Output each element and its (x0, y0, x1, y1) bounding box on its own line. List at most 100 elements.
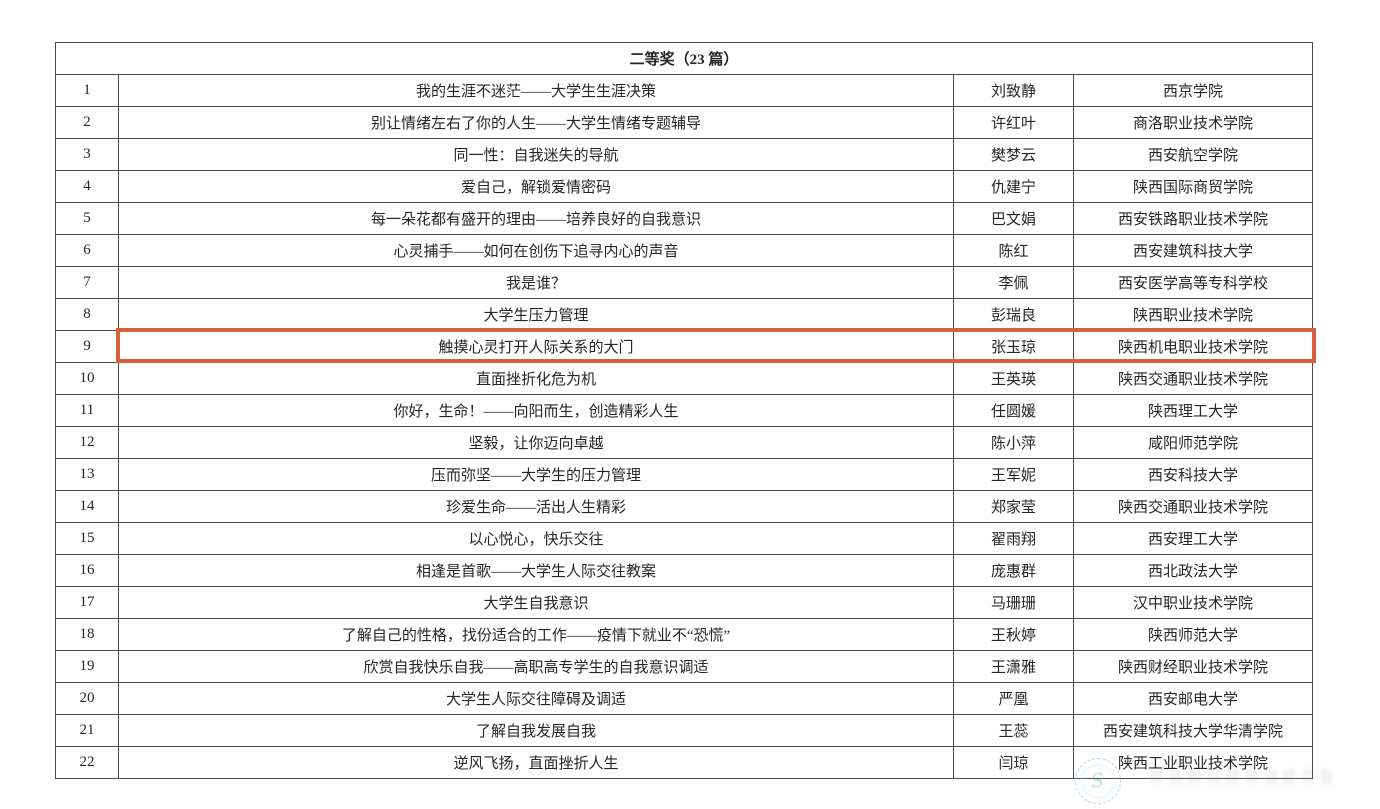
row-institution: 西安邮电大学 (1072, 682, 1314, 715)
row-institution: 西安医学高等专科学校 (1072, 266, 1314, 299)
table-row: 4 爱自己，解锁爱情密码 仇建宁 陕西国际商贸学院 (55, 170, 1314, 203)
row-number: 22 (55, 746, 119, 779)
row-title: 直面挫折化危为机 (118, 362, 954, 395)
row-title: 了解自我发展自我 (118, 714, 954, 747)
table-row: 11 你好，生命！——向阳而生，创造精彩人生 任圆媛 陕西理工大学 (55, 394, 1314, 427)
row-title: 欣赏自我快乐自我——高职高专学生的自我意识调适 (118, 650, 954, 683)
row-author: 彭瑞良 (953, 298, 1074, 331)
row-author: 闫琼 (953, 746, 1074, 779)
row-author: 翟雨翔 (953, 522, 1074, 555)
row-title: 我的生涯不迷茫——大学生生涯决策 (118, 74, 954, 107)
row-author: 许红叶 (953, 106, 1074, 139)
table-row: 22 逆风飞扬，直面挫折人生 闫琼 陕西工业职业技术学院 (55, 746, 1314, 779)
seal-inner-ring: S (1081, 764, 1115, 798)
table-row: 12 坚毅，让你迈向卓越 陈小萍 咸阳师范学院 (55, 426, 1314, 459)
seal-watermark-icon: S (1075, 758, 1121, 804)
row-title: 以心悦心，快乐交往 (118, 522, 954, 555)
row-title: 坚毅，让你迈向卓越 (118, 426, 954, 459)
row-number: 7 (55, 266, 119, 299)
row-title: 相逢是首歌——大学生人际交往教案 (118, 554, 954, 587)
row-title: 大学生人际交往障碍及调适 (118, 682, 954, 715)
row-author: 王英瑛 (953, 362, 1074, 395)
row-institution: 西安建筑科技大学 (1072, 234, 1314, 267)
table-row: 16 相逢是首歌——大学生人际交往教案 庞惠群 西北政法大学 (55, 554, 1314, 587)
row-title: 珍爱生命——活出人生精彩 (118, 490, 954, 523)
table-row: 7 我是谁？ 李佩 西安医学高等专科学校 (55, 266, 1314, 299)
table-row: 17 大学生自我意识 马珊珊 汉中职业技术学院 (55, 586, 1314, 619)
row-institution: 西北政法大学 (1072, 554, 1314, 587)
row-author: 王军妮 (953, 458, 1074, 491)
table-row: 14 珍爱生命——活出人生精彩 郑家莹 陕西交通职业技术学院 (55, 490, 1314, 523)
row-author: 王秋婷 (953, 618, 1074, 651)
row-number: 21 (55, 714, 119, 747)
row-author: 任圆媛 (953, 394, 1074, 427)
row-institution: 汉中职业技术学院 (1072, 586, 1314, 619)
row-author: 李佩 (953, 266, 1074, 299)
table-title-row: 二等奖（23 篇） (54, 42, 1314, 75)
row-institution: 陕西国际商贸学院 (1072, 170, 1314, 203)
table-row: 15 以心悦心，快乐交往 翟雨翔 西安理工大学 (55, 522, 1314, 555)
row-title: 了解自己的性格，找份适合的工作——疫情下就业不“恐慌” (118, 618, 954, 651)
row-author: 严凰 (953, 682, 1074, 715)
row-institution: 陕西职业技术学院 (1072, 298, 1314, 331)
row-institution: 西安建筑科技大学华清学院 (1072, 714, 1314, 747)
row-author: 樊梦云 (953, 138, 1074, 171)
row-institution: 陕西机电职业技术学院 (1072, 330, 1314, 363)
row-number: 6 (55, 234, 119, 267)
table-row: 20 大学生人际交往障碍及调适 严凰 西安邮电大学 (55, 682, 1314, 715)
row-number: 18 (55, 618, 119, 651)
row-author: 庞惠群 (953, 554, 1074, 587)
row-number: 12 (55, 426, 119, 459)
row-title: 同一性：自我迷失的导航 (118, 138, 954, 171)
row-number: 9 (55, 330, 119, 363)
row-title: 压而弥坚——大学生的压力管理 (118, 458, 954, 491)
table-row: 19 欣赏自我快乐自我——高职高专学生的自我意识调适 王潇雅 陕西财经职业技术学… (55, 650, 1314, 683)
table-row: 13 压而弥坚——大学生的压力管理 王军妮 西安科技大学 (55, 458, 1314, 491)
row-title: 逆风飞扬，直面挫折人生 (118, 746, 954, 779)
table-row: 3 同一性：自我迷失的导航 樊梦云 西安航空学院 (55, 138, 1314, 171)
row-number: 13 (55, 458, 119, 491)
row-institution: 西安理工大学 (1072, 522, 1314, 555)
table-row: 18 了解自己的性格，找份适合的工作——疫情下就业不“恐慌” 王秋婷 陕西师范大… (55, 618, 1314, 651)
row-number: 20 (55, 682, 119, 715)
row-author: 王潇雅 (953, 650, 1074, 683)
row-number: 14 (55, 490, 119, 523)
row-institution: 西安航空学院 (1072, 138, 1314, 171)
row-number: 8 (55, 298, 119, 331)
award-table: 二等奖（23 篇） 1 我的生涯不迷茫——大学生生涯决策 刘致静 西京学院 2 … (54, 42, 1314, 779)
row-number: 3 (55, 138, 119, 171)
row-author: 刘致静 (953, 74, 1074, 107)
row-number: 2 (55, 106, 119, 139)
row-author: 陈小萍 (953, 426, 1074, 459)
row-institution: 咸阳师范学院 (1072, 426, 1314, 459)
row-title: 每一朵花都有盛开的理由——培养良好的自我意识 (118, 202, 954, 235)
row-institution: 西安科技大学 (1072, 458, 1314, 491)
table-row: 21 了解自我发展自我 王蕊 西安建筑科技大学华清学院 (55, 714, 1314, 747)
row-number: 1 (55, 74, 119, 107)
row-title: 大学生自我意识 (118, 586, 954, 619)
row-institution: 商洛职业技术学院 (1072, 106, 1314, 139)
row-author: 仇建宁 (953, 170, 1074, 203)
table-row: 6 心灵捕手——如何在创伤下追寻内心的声音 陈红 西安建筑科技大学 (55, 234, 1314, 267)
seal-glyph: S (1090, 769, 1106, 793)
table-row: 5 每一朵花都有盛开的理由——培养良好的自我意识 巴文娟 西安铁路职业技术学院 (55, 202, 1314, 235)
table-row: 1 我的生涯不迷茫——大学生生涯决策 刘致静 西京学院 (55, 74, 1314, 107)
row-number: 10 (55, 362, 119, 395)
row-author: 陈红 (953, 234, 1074, 267)
award-table-body: 1 我的生涯不迷茫——大学生生涯决策 刘致静 西京学院 2 别让情绪左右了你的人… (55, 74, 1314, 779)
row-author: 郑家莹 (953, 490, 1074, 523)
table-row: 2 别让情绪左右了你的人生——大学生情绪专题辅导 许红叶 商洛职业技术学院 (55, 106, 1314, 139)
row-institution: 陕西财经职业技术学院 (1072, 650, 1314, 683)
row-author: 王蕊 (953, 714, 1074, 747)
row-number: 5 (55, 202, 119, 235)
row-number: 4 (55, 170, 119, 203)
row-title: 我是谁？ (118, 266, 954, 299)
row-author: 马珊珊 (953, 586, 1074, 619)
row-title: 心灵捕手——如何在创伤下追寻内心的声音 (118, 234, 954, 267)
row-title: 触摸心灵打开人际关系的大门 (118, 330, 954, 363)
row-title: 你好，生命！——向阳而生，创造精彩人生 (118, 394, 954, 427)
row-institution: 陕西交通职业技术学院 (1072, 362, 1314, 395)
table-row: 10 直面挫折化危为机 王英瑛 陕西交通职业技术学院 (55, 362, 1314, 395)
table-title: 二等奖（23 篇） (54, 42, 1314, 75)
